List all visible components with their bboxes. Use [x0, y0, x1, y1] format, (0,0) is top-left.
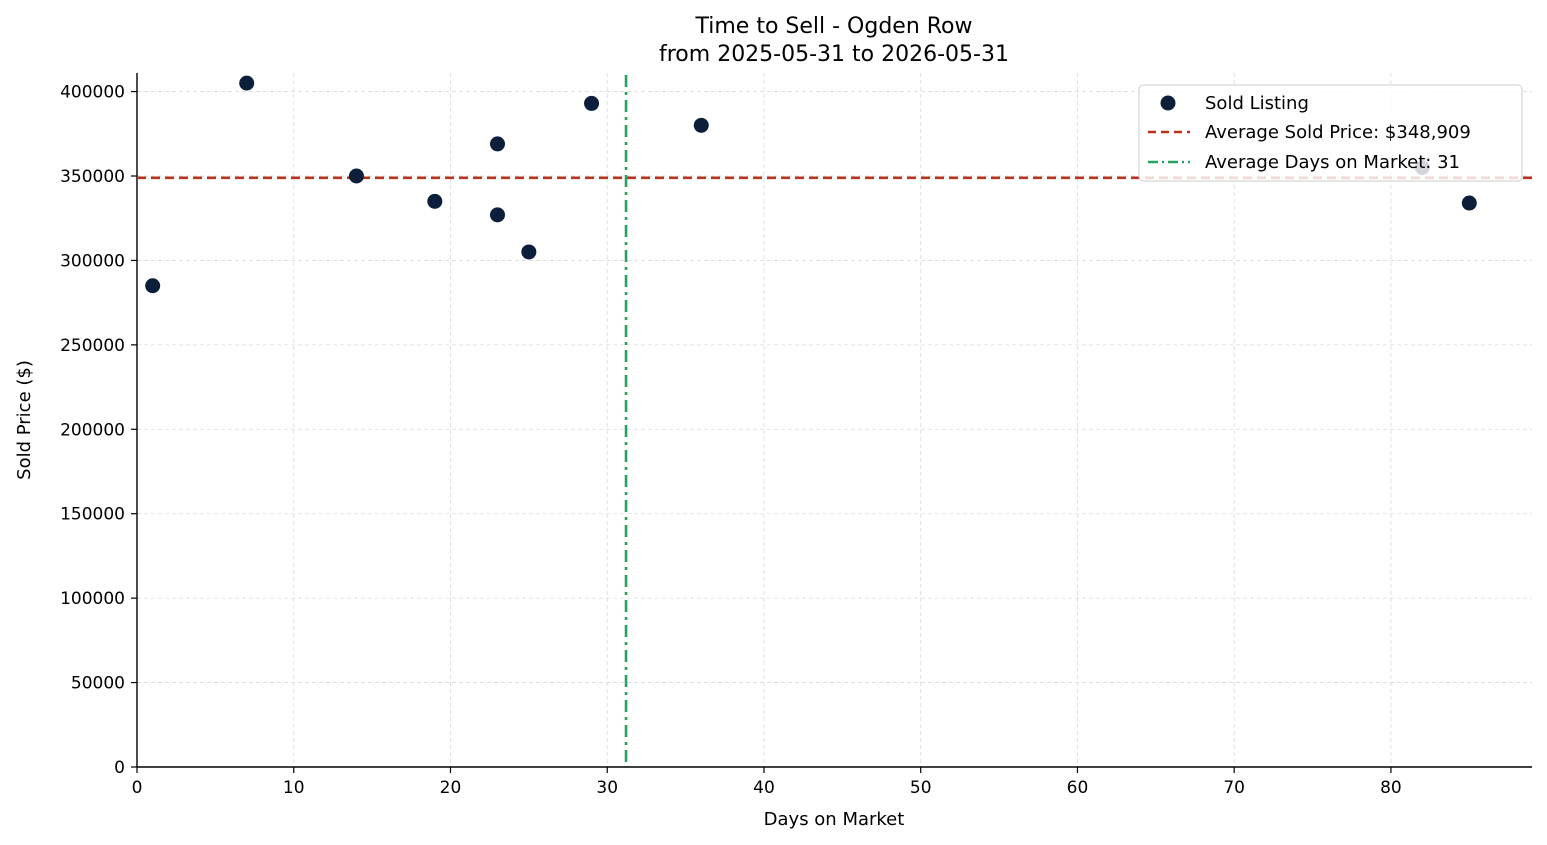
x-tick-label: 10	[283, 778, 305, 798]
data-point	[427, 193, 443, 209]
y-tick-label: 150000	[60, 505, 125, 525]
data-point	[239, 75, 255, 91]
chart-title: Time to Sell - Ogden Row	[694, 14, 972, 39]
data-point	[490, 207, 506, 223]
data-point	[521, 244, 537, 260]
x-axis-label: Days on Market	[764, 809, 905, 830]
x-axis-ticks: 0 10 20 30 40 50 60 70 80	[132, 767, 1402, 798]
y-tick-label: 300000	[60, 251, 125, 271]
x-tick-label: 80	[1380, 778, 1402, 798]
y-tick-label: 200000	[60, 420, 125, 440]
y-tick-label: 0	[114, 758, 125, 778]
y-tick-label: 250000	[60, 336, 125, 356]
x-tick-label: 30	[596, 778, 618, 798]
x-tick-label: 0	[132, 778, 143, 798]
legend-label-average-sold-price: Average Sold Price: $348,909	[1205, 122, 1471, 143]
legend-box	[1138, 84, 1523, 182]
y-tick-label: 100000	[60, 589, 125, 609]
data-point	[145, 278, 161, 294]
y-tick-label: 50000	[71, 674, 125, 694]
x-tick-label: 70	[1223, 778, 1245, 798]
chart-subtitle: from 2025-05-31 to 2026-05-31	[659, 42, 1009, 67]
data-point	[1461, 195, 1477, 211]
x-tick-label: 20	[440, 778, 462, 798]
y-axis-label: Sold Price ($)	[14, 360, 35, 480]
x-tick-label: 60	[1067, 778, 1089, 798]
data-point	[490, 136, 506, 152]
legend-label-sold-listing: Sold Listing	[1205, 93, 1309, 114]
x-tick-label: 40	[753, 778, 775, 798]
data-point	[584, 95, 600, 111]
legend-label-average-days-on-market: Average Days on Market: 31	[1205, 152, 1460, 173]
legend-marker-sold-listing	[1160, 95, 1176, 111]
legend: Sold Listing Average Sold Price: $348,90…	[1138, 84, 1523, 182]
y-tick-label: 350000	[60, 167, 125, 187]
data-point	[693, 117, 709, 133]
y-tick-label: 400000	[60, 83, 125, 103]
data-point	[348, 168, 364, 184]
x-tick-label: 50	[910, 778, 932, 798]
y-axis-ticks: 0 50000 100000 150000 200000 250000 300000 3500…	[60, 83, 137, 778]
